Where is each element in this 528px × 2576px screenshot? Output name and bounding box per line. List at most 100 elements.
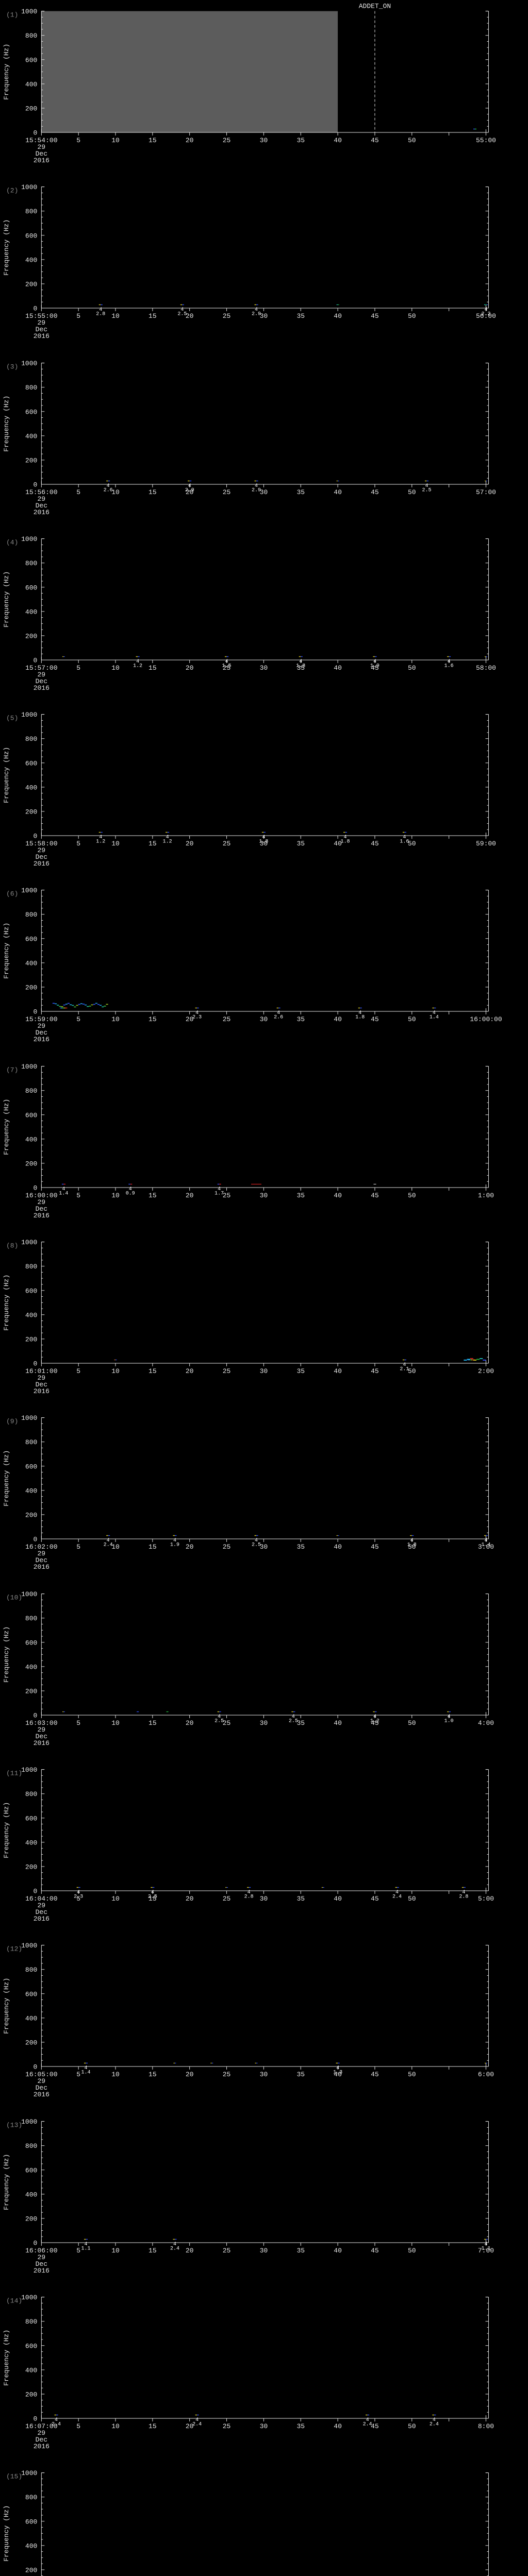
svg-text:(10): (10) — [6, 1594, 22, 1601]
svg-text:Frequency (Hz): Frequency (Hz) — [3, 2154, 10, 2210]
svg-text:1.2: 1.2 — [133, 663, 142, 668]
svg-text:600: 600 — [25, 759, 37, 767]
svg-text:2.8: 2.8 — [459, 1893, 468, 1899]
svg-text:400: 400 — [25, 784, 37, 792]
svg-text:600: 600 — [25, 2166, 37, 2174]
svg-text:20: 20 — [186, 1192, 194, 1199]
svg-text:200: 200 — [25, 105, 37, 112]
svg-text:5: 5 — [76, 1543, 80, 1551]
svg-text:25: 25 — [223, 1895, 231, 1903]
svg-text:Frequency (Hz): Frequency (Hz) — [3, 1450, 10, 1506]
svg-text:800: 800 — [25, 1615, 37, 1622]
svg-text:400: 400 — [25, 2015, 37, 2023]
svg-text:600: 600 — [25, 1990, 37, 1998]
svg-text:2.3: 2.3 — [74, 1893, 83, 1899]
svg-text:1.4: 1.4 — [481, 1542, 490, 1548]
svg-text:10: 10 — [111, 1192, 120, 1199]
svg-text:(7): (7) — [6, 1066, 18, 1074]
svg-text:2016: 2016 — [34, 684, 50, 692]
svg-text:(12): (12) — [6, 1945, 22, 1953]
svg-text:30: 30 — [260, 1895, 268, 1903]
svg-text:Frequency (Hz): Frequency (Hz) — [3, 923, 10, 979]
svg-text:15: 15 — [148, 1719, 157, 1727]
svg-text:2.5: 2.5 — [148, 1893, 157, 1899]
svg-text:1.8: 1.8 — [355, 1014, 365, 1020]
svg-text:800: 800 — [25, 1087, 37, 1095]
svg-text:400: 400 — [25, 2366, 37, 2374]
svg-text:0: 0 — [34, 129, 38, 137]
svg-text:2.1: 2.1 — [400, 1366, 409, 1372]
svg-text:0: 0 — [34, 481, 38, 488]
svg-text:600: 600 — [25, 1639, 37, 1647]
svg-text:2.5: 2.5 — [252, 1542, 261, 1548]
svg-text:15: 15 — [148, 1192, 157, 1199]
svg-text:5: 5 — [76, 1719, 80, 1727]
svg-text:50: 50 — [408, 2247, 416, 2255]
svg-text:(11): (11) — [6, 1769, 22, 1777]
svg-text:Frequency (Hz): Frequency (Hz) — [3, 1275, 10, 1331]
svg-text:400: 400 — [25, 1663, 37, 1671]
svg-text:Frequency (Hz): Frequency (Hz) — [3, 395, 10, 451]
svg-text:200: 200 — [25, 1687, 37, 1695]
svg-text:25: 25 — [223, 1367, 231, 1375]
svg-text:10: 10 — [111, 1015, 120, 1023]
svg-text:5: 5 — [76, 1015, 80, 1023]
svg-text:800: 800 — [25, 2318, 37, 2326]
svg-text:2.9: 2.9 — [252, 311, 261, 317]
svg-text:25: 25 — [223, 2247, 231, 2255]
svg-text:55:00: 55:00 — [476, 137, 496, 144]
svg-text:600: 600 — [25, 408, 37, 416]
svg-text:1.4: 1.4 — [430, 1014, 439, 1020]
svg-text:(13): (13) — [6, 2121, 22, 2129]
svg-text:35: 35 — [296, 1367, 305, 1375]
svg-text:45: 45 — [371, 1367, 379, 1375]
svg-text:2.9: 2.9 — [185, 487, 194, 493]
svg-text:Frequency (Hz): Frequency (Hz) — [3, 747, 10, 803]
svg-text:2.5: 2.5 — [422, 487, 432, 493]
svg-text:1.4: 1.4 — [59, 1190, 68, 1196]
svg-text:5: 5 — [76, 1367, 80, 1375]
svg-text:15: 15 — [148, 312, 157, 320]
svg-text:2016: 2016 — [34, 1563, 50, 1571]
svg-text:2.6: 2.6 — [274, 1014, 283, 1020]
svg-text:40: 40 — [334, 137, 342, 144]
svg-text:2016: 2016 — [34, 157, 50, 164]
svg-text:2016: 2016 — [34, 1739, 50, 1747]
svg-text:45: 45 — [371, 1015, 379, 1023]
svg-text:15: 15 — [148, 664, 157, 672]
svg-text:1.2: 1.2 — [163, 839, 172, 844]
svg-text:1.6: 1.6 — [400, 839, 409, 844]
svg-text:Frequency (Hz): Frequency (Hz) — [3, 44, 10, 100]
svg-text:4:00: 4:00 — [478, 1719, 494, 1727]
svg-text:600: 600 — [25, 1463, 37, 1471]
svg-text:5: 5 — [76, 2071, 80, 2078]
svg-text:400: 400 — [25, 2191, 37, 2198]
svg-text:5: 5 — [76, 840, 80, 848]
svg-text:2016: 2016 — [34, 332, 50, 340]
svg-text:0: 0 — [34, 1536, 38, 1544]
svg-text:10: 10 — [111, 2422, 120, 2430]
svg-text:10: 10 — [111, 312, 120, 320]
svg-text:200: 200 — [25, 456, 37, 464]
svg-text:(5): (5) — [6, 714, 18, 722]
svg-text:0: 0 — [34, 1711, 38, 1719]
svg-text:15: 15 — [148, 1015, 157, 1023]
svg-text:0: 0 — [34, 1008, 38, 1016]
svg-text:(9): (9) — [6, 1418, 18, 1426]
svg-text:10: 10 — [111, 840, 120, 848]
svg-text:400: 400 — [25, 432, 37, 440]
svg-text:15: 15 — [148, 2071, 157, 2078]
svg-text:400: 400 — [25, 80, 37, 88]
svg-text:30: 30 — [260, 2071, 268, 2078]
svg-text:10: 10 — [111, 137, 120, 144]
svg-text:0: 0 — [34, 2239, 38, 2247]
svg-text:1.0: 1.0 — [444, 1718, 454, 1723]
svg-text:200: 200 — [25, 984, 37, 992]
svg-text:Frequency (Hz): Frequency (Hz) — [3, 1626, 10, 1682]
svg-text:5:00: 5:00 — [478, 1895, 494, 1903]
svg-text:200: 200 — [25, 2039, 37, 2047]
svg-text:600: 600 — [25, 1815, 37, 1822]
svg-text:0: 0 — [34, 1360, 38, 1368]
svg-text:50: 50 — [408, 1015, 416, 1023]
svg-text:2.4: 2.4 — [192, 2421, 202, 2427]
